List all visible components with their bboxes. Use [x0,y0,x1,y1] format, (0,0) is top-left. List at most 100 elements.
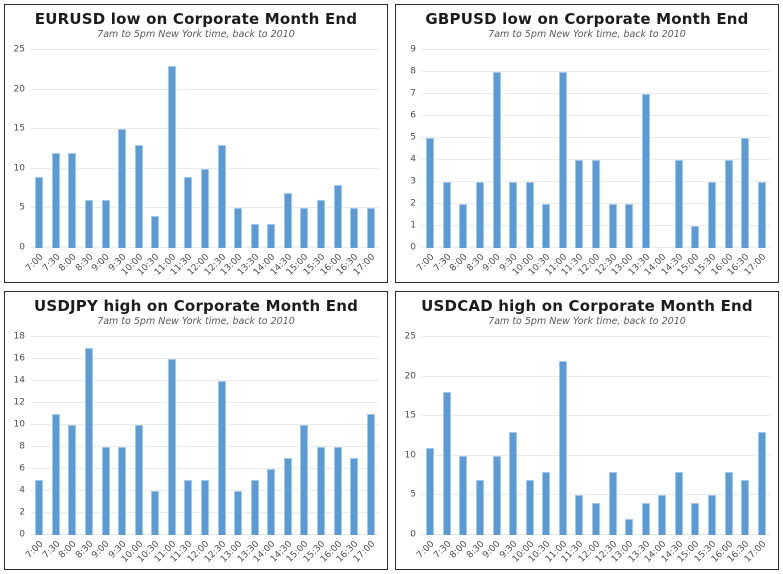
gridline [31,49,379,50]
y-tick-label: 4 [410,154,416,165]
bar-14:30 [283,458,292,535]
bar-12:30 [217,381,226,535]
bar-11:00 [167,65,176,248]
y-tick-label: 8 [19,441,25,452]
y-tick-label: 20 [13,84,25,95]
bar-7:30 [442,392,451,535]
y-tick-label: 2 [19,507,25,518]
chart-subtitle: 7am to 5pm New York time, back to 2010 [488,316,686,327]
gridline [422,71,770,72]
gridline [422,336,770,337]
bar-12:00 [592,160,600,248]
bar-10:30 [542,471,551,535]
bar-15:30 [317,447,325,535]
bar-10:30 [542,204,551,248]
bar-16:30 [350,458,359,535]
bar-14:30 [674,160,683,248]
y-tick-label: 7 [410,88,416,99]
bar-8:00 [68,425,77,535]
y-tick-label: 0 [19,242,25,253]
y-tick-label: 14 [13,375,25,386]
gridline [422,49,770,50]
y-tick-label: 10 [13,163,25,174]
bar-15:30 [708,495,716,535]
bar-17:00 [757,182,766,248]
y-axis: 0 5 10 15 20 25 [396,332,422,539]
chart-subtitle: 7am to 5pm New York time, back to 2010 [97,316,295,327]
y-axis: 0 2 4 6 8 10 12 14 16 18 [5,332,31,539]
gridline [422,93,770,94]
chart-body: 0 5 10 15 20 25 [396,332,778,539]
chart-subtitle: 7am to 5pm New York time, back to 2010 [97,29,295,40]
plot-area [31,336,379,535]
y-tick-label: 6 [410,110,416,121]
bar-13:30 [250,224,259,248]
bar-11:00 [167,359,176,535]
gridline [422,159,770,160]
bar-9:00 [101,447,110,535]
chart-body: 0 2 4 6 8 10 12 14 16 18 [5,332,387,539]
bar-16:30 [741,138,750,248]
y-tick-label: 10 [13,419,25,430]
bar-13:00 [234,491,243,535]
bar-12:00 [201,480,209,535]
bar-8:00 [459,455,468,535]
bar-11:00 [558,360,567,535]
bar-16:00 [724,160,733,248]
bar-9:30 [509,182,518,248]
gridline [31,424,379,425]
bar-9:30 [118,447,127,535]
bar-16:30 [741,479,750,535]
chart-body: 0 5 10 15 20 25 [5,45,387,252]
y-tick-label: 18 [13,331,25,342]
y-tick-label: 0 [410,529,416,540]
y-tick-label: 6 [19,463,25,474]
bar-12:30 [608,204,617,248]
y-tick-label: 5 [410,132,416,143]
bar-9:00 [492,72,501,248]
bar-7:00 [35,480,44,535]
bar-8:30 [476,479,484,535]
bar-14:00 [658,495,667,535]
bar-11:00 [558,72,567,248]
x-axis: 7:00 7:30 8:00 8:30 9:00 9:30 10:00 10:30 11:00 1… [415,535,770,569]
bar-16:00 [333,184,342,248]
bar-13:30 [250,480,259,535]
gridline [31,358,379,359]
gridline [31,336,379,337]
chart-panel-usdjpy-high: USDJPY high on Corporate Month End 7am t… [4,291,388,570]
x-axis: 7:00 7:30 8:00 8:30 9:00 9:30 10:00 10:30 11:00 1… [415,248,770,282]
bar-16:00 [724,471,733,535]
y-tick-label: 5 [19,202,25,213]
bar-11:30 [575,495,584,535]
bar-15:30 [708,182,716,248]
gridline [422,137,770,138]
bar-13:00 [234,208,243,248]
y-tick-label: 3 [410,176,416,187]
x-axis: 7:00 7:30 8:00 8:30 9:00 9:30 10:00 10:30 11:00 1… [24,248,379,282]
y-tick-label: 8 [410,66,416,77]
bar-11:30 [575,160,584,248]
bar-8:00 [459,204,468,248]
y-axis: 0 1 2 3 4 5 6 7 8 9 [396,45,422,252]
y-tick-label: 12 [13,397,25,408]
bar-8:30 [476,182,484,248]
plot-area [422,49,770,248]
bar-15:30 [317,200,325,248]
bar-14:30 [283,192,292,248]
bar-12:00 [592,503,600,535]
bar-7:00 [426,447,435,535]
bar-13:30 [641,503,650,535]
chart-panel-eurusd-low: EURUSD low on Corporate Month End 7am to… [4,4,388,283]
gridline [422,454,770,456]
gridline [31,128,379,130]
gridline [31,167,379,169]
x-axis: 7:00 7:30 8:00 8:30 9:00 9:30 10:00 10:30 11:00 1… [24,535,379,569]
y-tick-label: 15 [404,410,416,421]
y-tick-label: 5 [410,489,416,500]
bar-17:00 [366,208,375,248]
bar-17:00 [757,432,766,535]
bar-10:00 [525,479,534,535]
bar-8:00 [68,152,77,248]
bar-10:30 [151,216,160,248]
